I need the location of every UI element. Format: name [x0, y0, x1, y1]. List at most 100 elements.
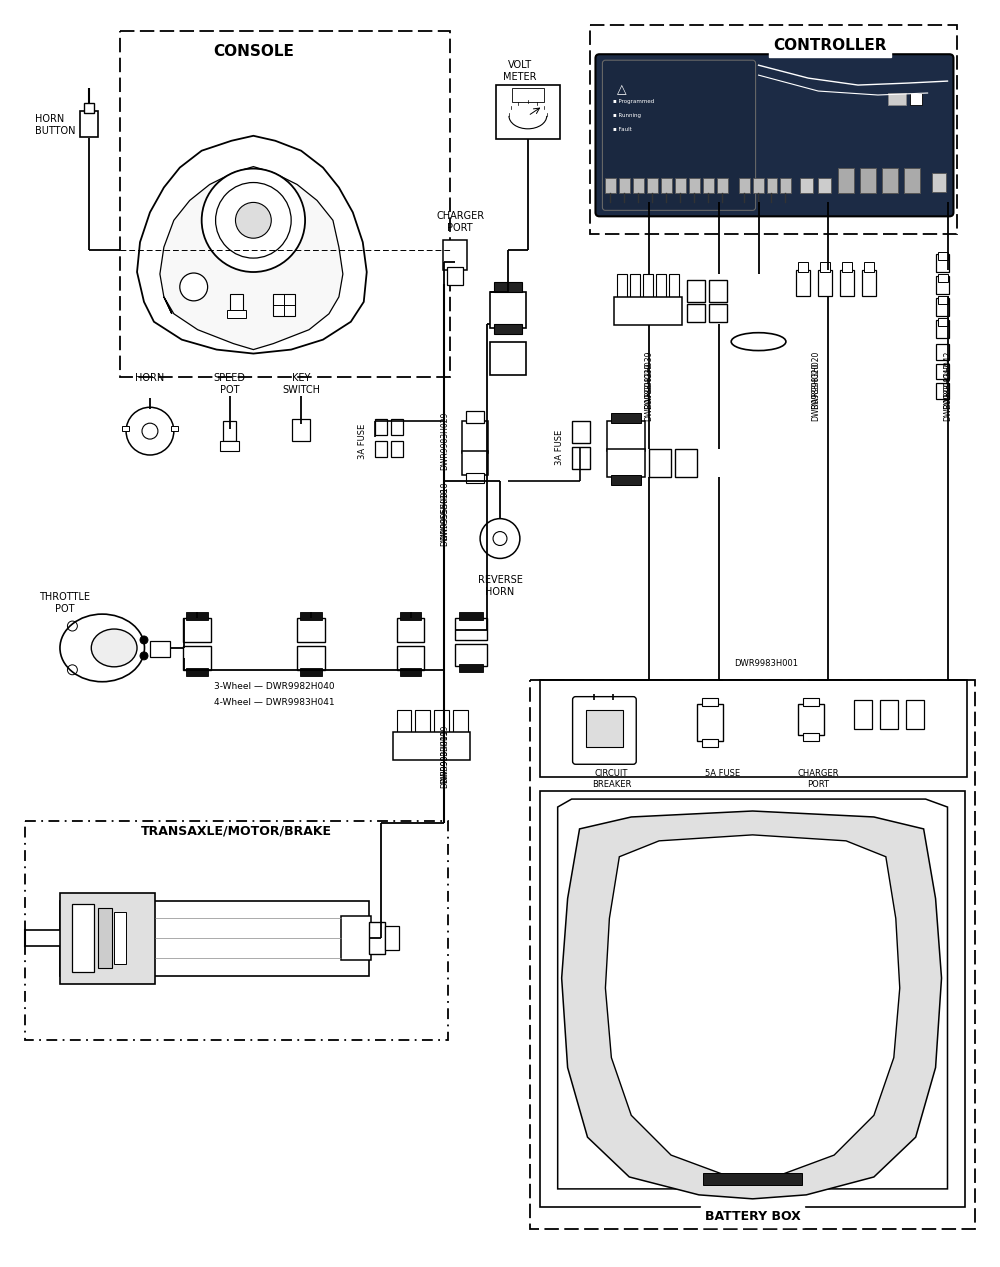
Polygon shape	[391, 441, 403, 457]
Polygon shape	[227, 310, 246, 318]
Polygon shape	[818, 270, 832, 296]
Polygon shape	[910, 92, 922, 105]
Polygon shape	[860, 167, 876, 194]
Polygon shape	[687, 304, 705, 322]
Text: DWR9955H018: DWR9955H018	[440, 488, 449, 546]
Ellipse shape	[91, 628, 137, 666]
Polygon shape	[455, 644, 487, 666]
Polygon shape	[703, 177, 714, 194]
Polygon shape	[586, 710, 623, 748]
Text: DWR9983H042: DWR9983H042	[943, 350, 952, 408]
Polygon shape	[572, 421, 590, 443]
Text: THROTTLE
POT: THROTTLE POT	[39, 592, 90, 613]
Polygon shape	[753, 177, 764, 194]
Polygon shape	[840, 270, 854, 296]
Polygon shape	[137, 136, 367, 353]
FancyBboxPatch shape	[573, 697, 636, 764]
Polygon shape	[882, 167, 898, 194]
Text: REVERSE
HORN: REVERSE HORN	[478, 575, 522, 597]
Circle shape	[180, 272, 208, 300]
Polygon shape	[494, 283, 522, 291]
Text: VOLT
METER: VOLT METER	[503, 61, 537, 82]
Text: KEY
SWITCH: KEY SWITCH	[282, 374, 320, 395]
Text: ▪ Running: ▪ Running	[613, 113, 641, 118]
Polygon shape	[617, 274, 627, 300]
Polygon shape	[862, 270, 876, 296]
Polygon shape	[611, 475, 641, 485]
Polygon shape	[798, 262, 808, 272]
Polygon shape	[717, 177, 728, 194]
Polygon shape	[297, 618, 325, 642]
Circle shape	[140, 653, 148, 660]
Polygon shape	[633, 177, 644, 194]
Polygon shape	[936, 364, 949, 379]
Polygon shape	[186, 668, 208, 675]
Text: DWR9983H039: DWR9983H039	[645, 350, 654, 409]
Polygon shape	[369, 922, 385, 954]
Text: ▪ Programmed: ▪ Programmed	[613, 99, 655, 104]
FancyBboxPatch shape	[595, 54, 953, 217]
Text: CONSOLE: CONSOLE	[213, 44, 294, 58]
Polygon shape	[572, 447, 590, 469]
Polygon shape	[512, 87, 544, 101]
Polygon shape	[611, 413, 641, 423]
Text: ▪ Fault: ▪ Fault	[613, 127, 632, 132]
Polygon shape	[415, 710, 430, 735]
Polygon shape	[936, 298, 949, 315]
Polygon shape	[780, 177, 791, 194]
Polygon shape	[697, 703, 723, 741]
Text: DWR9983H042: DWR9983H042	[943, 362, 952, 421]
Polygon shape	[397, 618, 424, 642]
Polygon shape	[936, 384, 949, 399]
Text: CHARGER
PORT: CHARGER PORT	[436, 212, 484, 233]
Polygon shape	[84, 103, 94, 113]
Polygon shape	[490, 291, 526, 328]
Polygon shape	[932, 172, 946, 193]
Polygon shape	[838, 167, 854, 194]
Polygon shape	[391, 419, 403, 435]
Polygon shape	[540, 679, 967, 777]
Polygon shape	[171, 426, 178, 431]
Polygon shape	[938, 318, 948, 326]
Polygon shape	[60, 901, 369, 976]
Polygon shape	[466, 412, 484, 423]
Polygon shape	[490, 342, 526, 375]
Polygon shape	[661, 177, 672, 194]
Ellipse shape	[60, 614, 144, 682]
Polygon shape	[630, 274, 640, 300]
Text: 3-Wheel — DWR9982H040: 3-Wheel — DWR9982H040	[214, 682, 334, 691]
Polygon shape	[936, 343, 949, 360]
Circle shape	[202, 169, 305, 272]
Polygon shape	[643, 274, 653, 300]
Polygon shape	[273, 294, 295, 315]
Polygon shape	[796, 270, 810, 296]
Circle shape	[140, 636, 148, 644]
Circle shape	[480, 518, 520, 559]
Text: 5A FUSE: 5A FUSE	[705, 769, 740, 778]
Polygon shape	[938, 274, 948, 283]
Circle shape	[235, 203, 271, 238]
Polygon shape	[558, 799, 948, 1188]
Polygon shape	[186, 612, 208, 620]
Polygon shape	[183, 646, 211, 670]
Polygon shape	[459, 664, 483, 672]
Polygon shape	[702, 740, 718, 748]
Polygon shape	[669, 274, 679, 300]
Text: DWR9983H020: DWR9983H020	[812, 362, 821, 421]
Text: DWR9983H029: DWR9983H029	[440, 412, 449, 470]
Polygon shape	[803, 734, 819, 741]
Polygon shape	[160, 166, 343, 350]
Polygon shape	[60, 892, 155, 984]
Polygon shape	[936, 255, 949, 272]
Polygon shape	[375, 441, 387, 457]
Text: △: △	[617, 84, 627, 96]
Polygon shape	[605, 177, 616, 194]
Polygon shape	[397, 646, 424, 670]
Text: DWR9983H001: DWR9983H001	[735, 659, 799, 668]
Polygon shape	[614, 296, 682, 324]
Polygon shape	[820, 262, 830, 272]
Polygon shape	[689, 177, 700, 194]
Text: DWR9955H018: DWR9955H018	[440, 481, 449, 540]
Polygon shape	[462, 421, 488, 454]
Polygon shape	[494, 324, 522, 333]
